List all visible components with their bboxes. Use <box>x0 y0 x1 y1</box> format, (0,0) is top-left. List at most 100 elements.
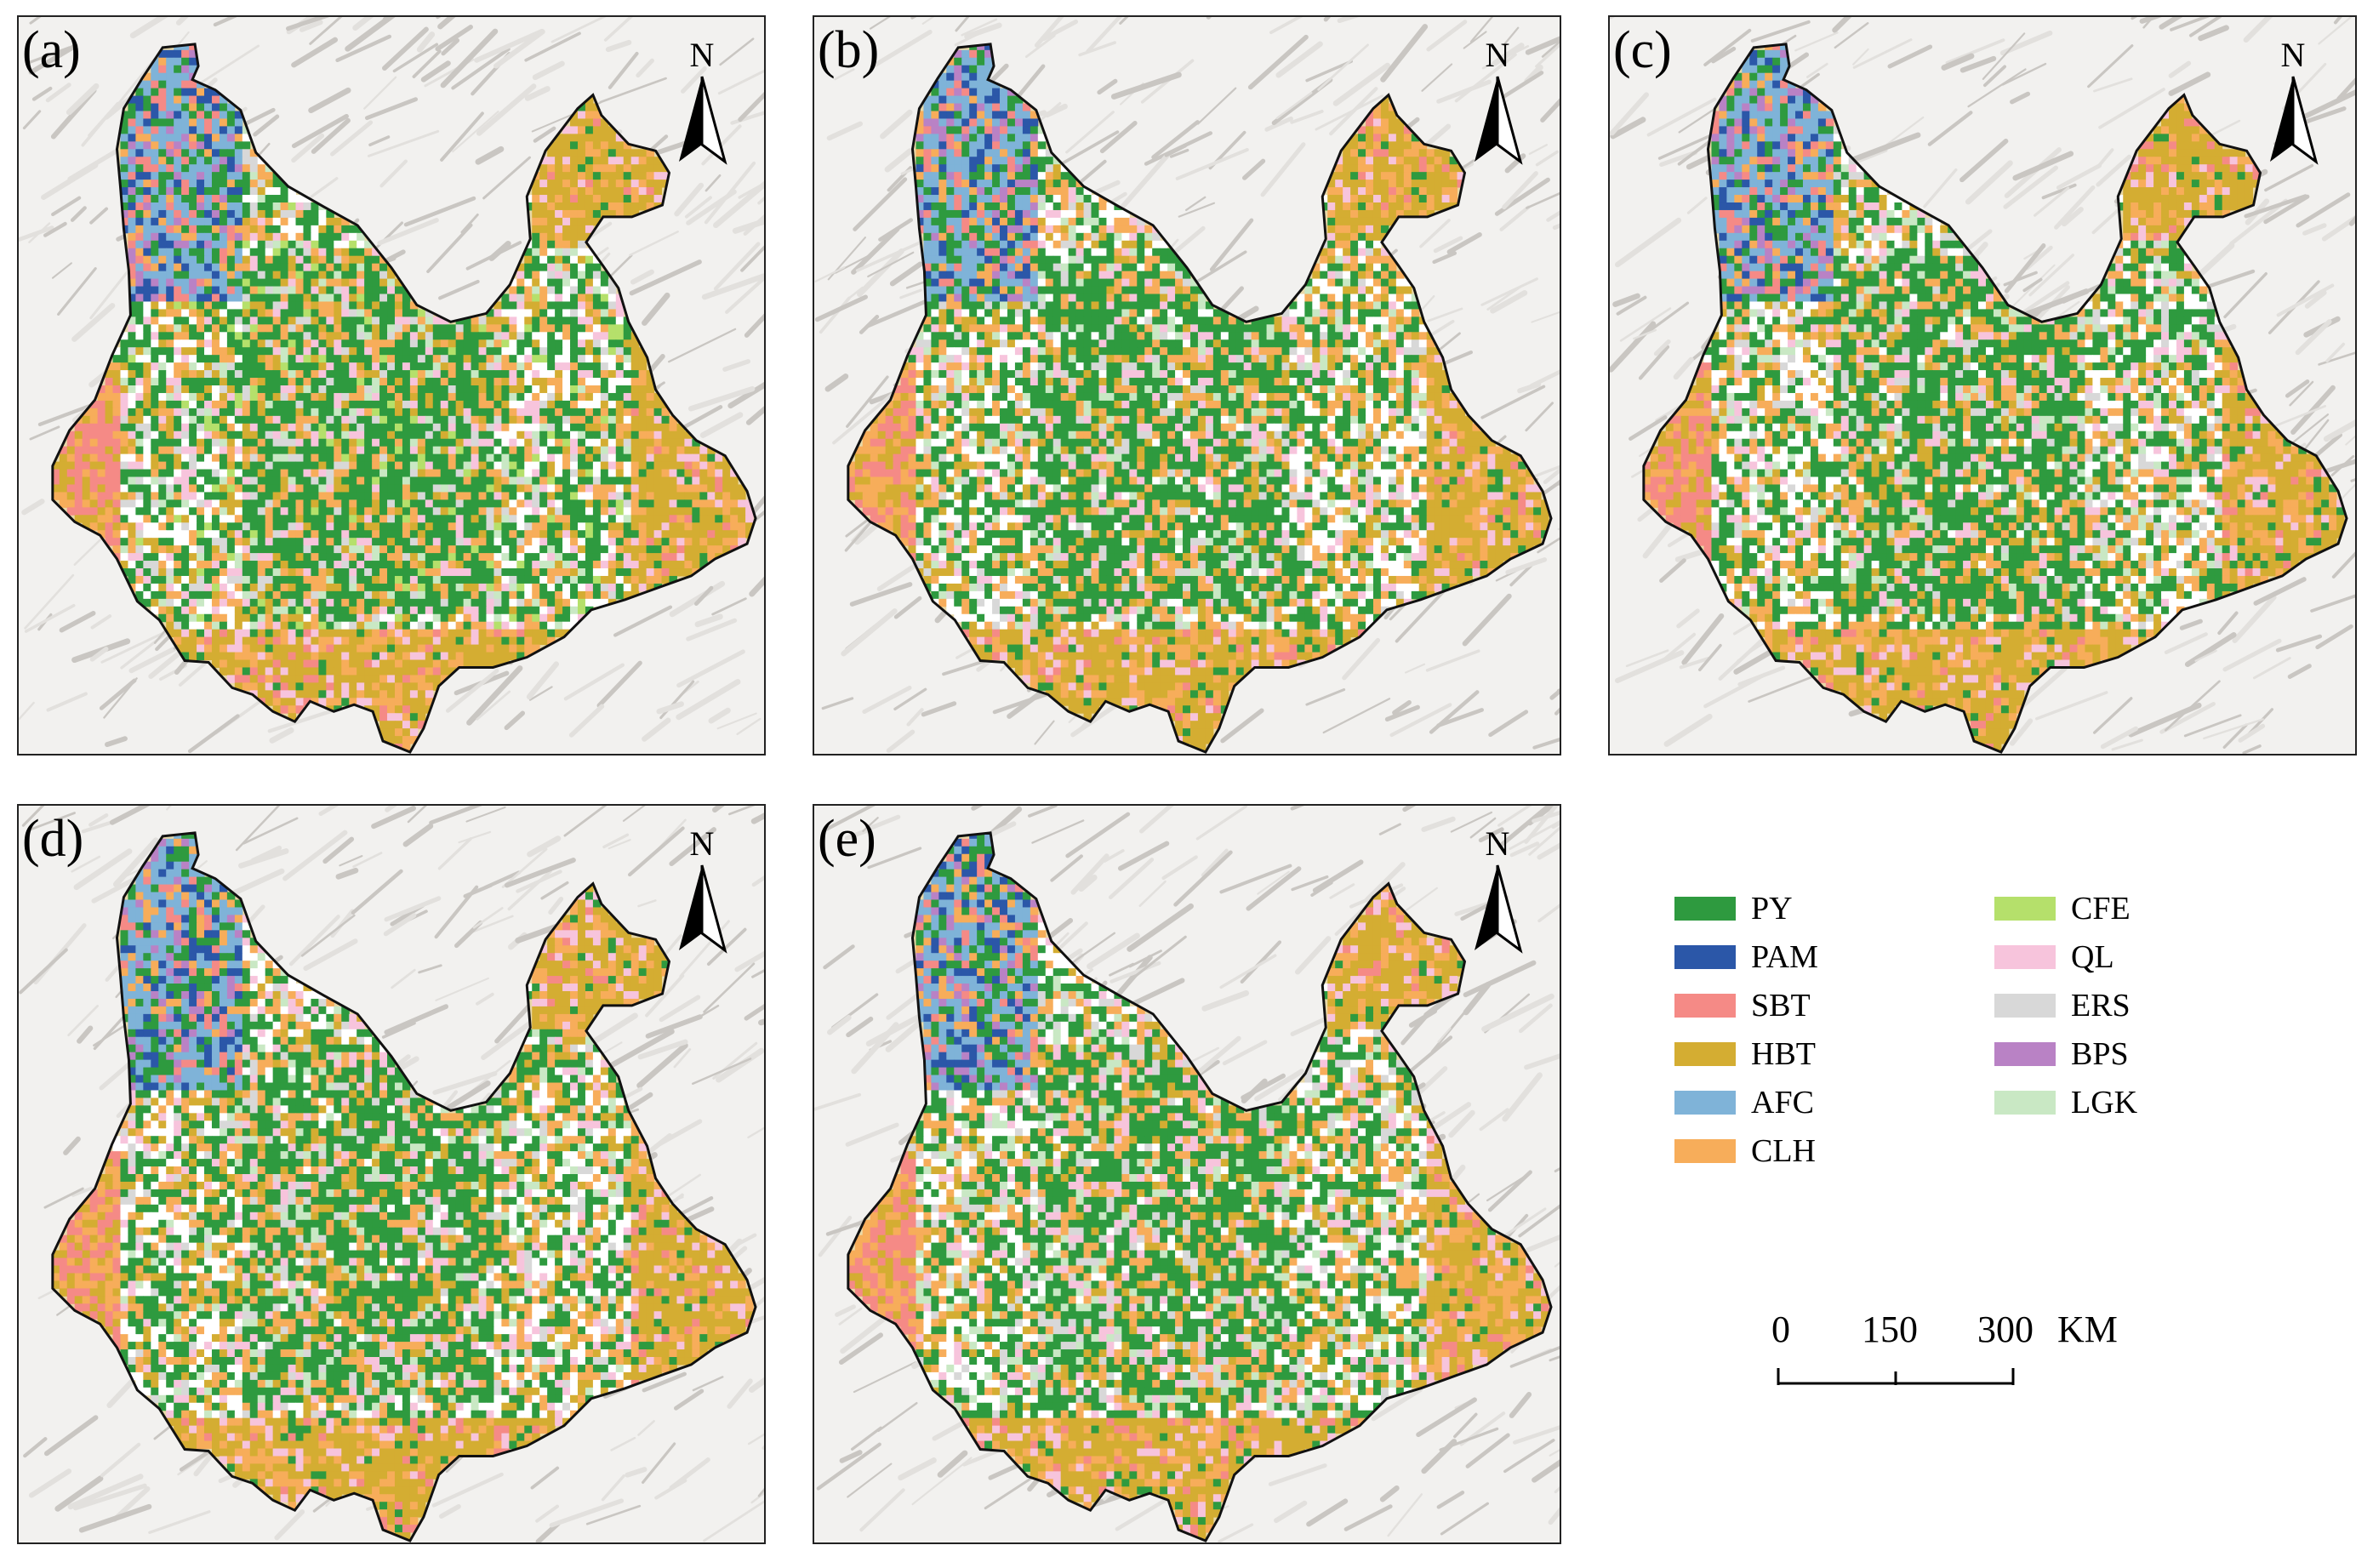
land-cell <box>722 507 731 516</box>
land-cell <box>174 263 182 272</box>
land-cell <box>440 461 449 470</box>
land-cell <box>166 126 174 134</box>
land-cell <box>341 286 350 294</box>
land-cell <box>570 225 579 234</box>
land-cell <box>676 461 685 470</box>
land-cell <box>89 515 99 523</box>
land-cell <box>334 370 342 379</box>
land-cell <box>174 476 182 485</box>
land-cell <box>432 408 442 417</box>
land-cell <box>97 392 106 402</box>
land-cell <box>288 385 297 394</box>
land-cell <box>486 400 494 409</box>
land-cell <box>197 438 205 448</box>
land-cell <box>440 355 449 363</box>
land-cell <box>440 568 449 577</box>
land-cell <box>242 515 251 523</box>
land-cell <box>158 57 167 66</box>
land-cell <box>387 598 396 607</box>
relief-stroke <box>676 679 741 721</box>
land-cell <box>600 476 609 485</box>
land-cell <box>440 575 449 584</box>
land-cell <box>539 629 548 638</box>
land-cell <box>638 430 647 440</box>
land-cell <box>463 461 472 470</box>
land-cell <box>151 385 159 394</box>
land-cell <box>638 180 647 188</box>
land-cell <box>120 180 128 188</box>
land-cell <box>516 507 525 516</box>
land-cell <box>318 378 327 386</box>
land-cell <box>197 515 205 523</box>
land-cell <box>280 286 289 294</box>
land-cell <box>280 370 289 379</box>
land-cell <box>653 446 663 455</box>
land-cell <box>402 553 411 562</box>
land-cell <box>555 613 563 623</box>
land-cell <box>478 430 487 440</box>
relief-stroke <box>716 712 757 730</box>
relief-stroke <box>493 29 545 69</box>
land-cell <box>623 339 632 348</box>
land-cell <box>455 499 465 508</box>
land-cell <box>128 378 136 386</box>
land-cell <box>432 362 442 371</box>
land-cell <box>326 255 334 265</box>
land-cell <box>440 606 449 615</box>
land-cell <box>211 613 220 623</box>
land-cell <box>387 370 396 379</box>
land-cell <box>197 202 205 211</box>
land-cell <box>242 141 251 150</box>
land-cell <box>524 339 533 348</box>
land-cell <box>326 438 334 448</box>
land-cell <box>394 286 403 294</box>
land-cell <box>357 392 365 402</box>
land-cell <box>120 538 128 546</box>
land-cell <box>189 309 197 317</box>
land-cell <box>204 644 213 653</box>
land-cell <box>334 453 342 463</box>
land-cell <box>516 400 525 409</box>
land-cell <box>585 209 594 219</box>
land-cell <box>615 141 625 150</box>
land-cell <box>143 172 151 180</box>
land-cell <box>501 561 510 569</box>
land-cell <box>448 644 457 653</box>
land-cell <box>311 682 319 691</box>
land-cell <box>166 271 174 280</box>
land-cell <box>158 195 167 203</box>
land-cell <box>539 172 548 180</box>
land-cell <box>189 469 197 478</box>
land-cell <box>181 392 190 402</box>
land-cell <box>493 538 502 546</box>
land-cell <box>135 438 144 448</box>
land-cell <box>486 621 494 630</box>
land-cell <box>211 507 220 516</box>
land-cell <box>463 590 472 600</box>
land-cell <box>303 415 311 425</box>
land-cell <box>197 286 205 294</box>
land-cell <box>676 438 685 448</box>
land-cell <box>463 613 472 623</box>
land-cell <box>272 271 282 280</box>
land-cell <box>234 545 243 554</box>
land-cell <box>211 164 220 173</box>
land-cell <box>288 621 297 630</box>
land-cell <box>379 332 388 340</box>
land-cell <box>303 453 311 463</box>
land-cell <box>417 690 426 698</box>
land-cell <box>623 561 632 569</box>
relief-stroke <box>403 196 476 227</box>
land-cell <box>532 240 540 249</box>
land-cell <box>555 172 563 180</box>
land-cell <box>158 484 167 493</box>
land-cell <box>509 492 517 500</box>
land-cell <box>379 271 388 280</box>
land-cell <box>349 484 357 493</box>
land-cell <box>197 415 205 425</box>
land-cell <box>425 606 434 615</box>
land-cell <box>570 209 579 219</box>
relief-stroke <box>420 60 451 83</box>
land-cell <box>585 484 594 493</box>
land-cell <box>349 271 357 280</box>
